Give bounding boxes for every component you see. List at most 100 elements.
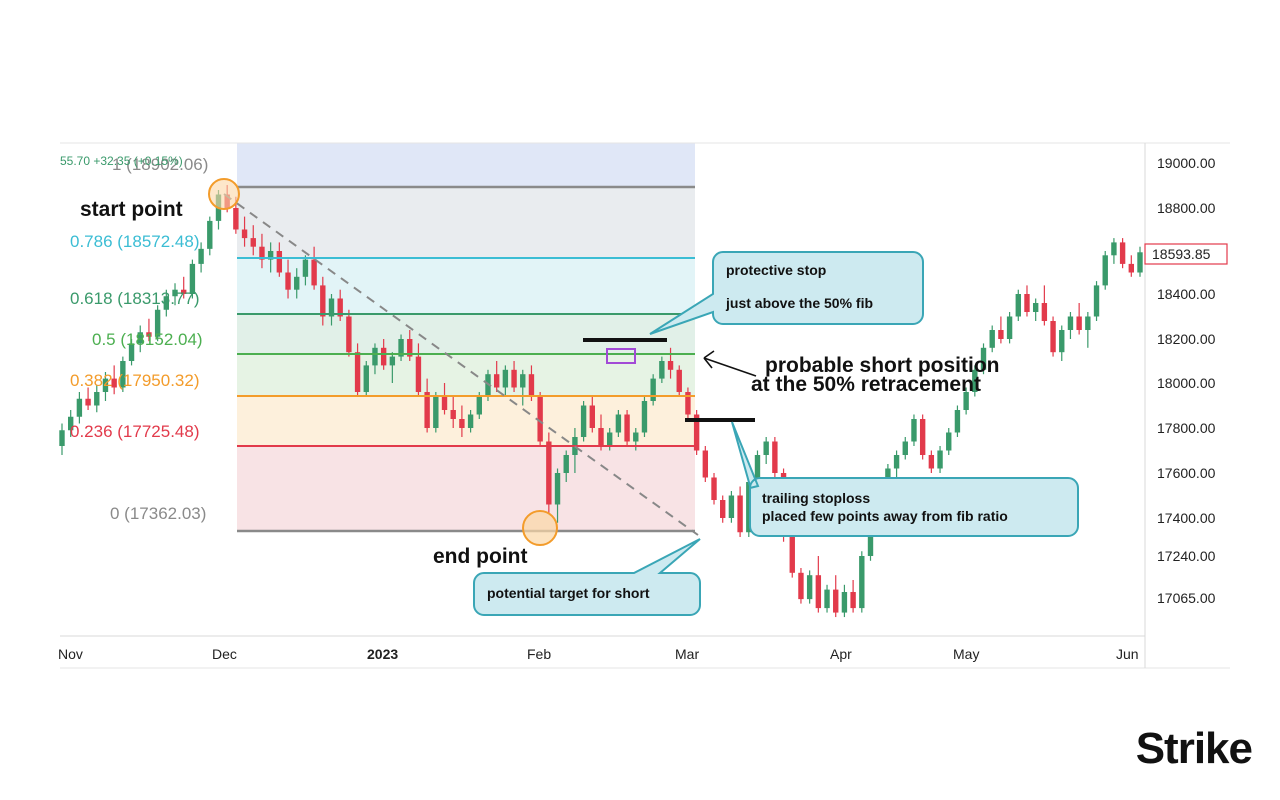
candle-body bbox=[485, 374, 491, 397]
protective-stop-callout bbox=[649, 251, 924, 335]
candle-body bbox=[250, 238, 256, 247]
fib-band bbox=[237, 446, 695, 531]
candle-body bbox=[520, 374, 526, 388]
candle-body bbox=[954, 410, 961, 433]
trailing-stop-text-1: trailing stoploss bbox=[762, 490, 870, 506]
candle-body bbox=[311, 259, 317, 286]
candle-body bbox=[76, 398, 83, 417]
candle-body bbox=[902, 441, 908, 455]
price-tick: 18000.00 bbox=[1157, 375, 1216, 391]
candle-body bbox=[893, 455, 900, 469]
candle-body bbox=[363, 365, 369, 392]
candle-body bbox=[294, 276, 300, 290]
candle-body bbox=[259, 246, 265, 260]
candle-body bbox=[1119, 242, 1126, 264]
candle-body bbox=[467, 414, 474, 428]
candle-body bbox=[867, 522, 874, 556]
candle-body bbox=[676, 369, 682, 392]
candle-body bbox=[137, 332, 143, 344]
candle-body bbox=[433, 396, 439, 428]
price-tick: 17240.00 bbox=[1157, 548, 1216, 564]
price-tick: 17600.00 bbox=[1157, 465, 1216, 481]
protective-stop-text-1: protective stop bbox=[726, 262, 826, 278]
candle-body bbox=[154, 309, 161, 337]
fib-label-0.5: 0.5 (18152.04) bbox=[92, 330, 203, 349]
candle-body bbox=[94, 392, 100, 406]
fib-label-0: 0 (17362.03) bbox=[110, 504, 206, 523]
fib-label-0.236: 0.236 (17725.48) bbox=[70, 422, 200, 441]
fib-label-0.618: 0.618 (18313.77) bbox=[70, 289, 200, 308]
candle-body bbox=[207, 220, 213, 249]
candle-body bbox=[172, 289, 178, 297]
candle-body bbox=[746, 482, 752, 533]
candle-body bbox=[1111, 242, 1117, 256]
candle-body bbox=[1085, 316, 1091, 330]
price-tick: 18400.00 bbox=[1157, 286, 1216, 302]
candle-body bbox=[928, 455, 935, 469]
candle-body bbox=[1137, 252, 1143, 273]
candle-body bbox=[1006, 316, 1013, 339]
candle-body bbox=[754, 455, 761, 482]
candle-body bbox=[841, 592, 848, 613]
price-tick: 18200.00 bbox=[1157, 331, 1216, 347]
candle-body bbox=[1015, 294, 1021, 317]
fib-band bbox=[237, 314, 695, 354]
candle-body bbox=[441, 396, 448, 410]
candle-body bbox=[589, 405, 596, 428]
candle-body bbox=[650, 378, 656, 401]
candle-body bbox=[850, 592, 856, 609]
candle-body bbox=[989, 330, 995, 348]
time-tick: Apr bbox=[830, 646, 852, 662]
candle-body bbox=[85, 398, 91, 406]
time-tick: Dec bbox=[212, 646, 237, 662]
end-point-label: end point bbox=[433, 545, 527, 568]
time-tick: 2023 bbox=[367, 646, 398, 662]
candle-body bbox=[772, 441, 778, 473]
candle-body bbox=[163, 296, 170, 310]
fib-label-0.382: 0.382 (17950.32) bbox=[70, 371, 200, 390]
start-point-marker bbox=[208, 178, 240, 210]
candle-body bbox=[711, 477, 717, 500]
candle-body bbox=[1128, 263, 1135, 273]
candle-body bbox=[1041, 303, 1048, 321]
target-callout bbox=[473, 538, 701, 616]
candle-body bbox=[476, 396, 482, 415]
candle-body bbox=[763, 441, 769, 455]
candle-body bbox=[641, 401, 648, 433]
candle-body bbox=[937, 450, 943, 469]
chart-grid bbox=[60, 142, 1230, 669]
candle-body bbox=[946, 432, 952, 451]
candle-body bbox=[1093, 285, 1100, 317]
candle-body bbox=[354, 352, 361, 392]
candle-body bbox=[302, 259, 309, 277]
candle-body bbox=[146, 332, 152, 337]
candle-body bbox=[1076, 316, 1082, 330]
candle-body bbox=[693, 414, 700, 451]
candle-body bbox=[563, 455, 569, 473]
price-tick: 17400.00 bbox=[1157, 510, 1216, 526]
candle-body bbox=[346, 316, 352, 353]
candle-body bbox=[667, 361, 674, 370]
fib-lines: 1 (18902.06) 0.786 (18572.48) 0.618 (18313… bbox=[70, 155, 695, 533]
price-tick: 17065.00 bbox=[1157, 590, 1216, 606]
candle-body bbox=[963, 392, 969, 410]
protective-stop-text-2: just above the 50% fib bbox=[725, 295, 873, 311]
time-tick: Feb bbox=[527, 646, 551, 662]
price-tick: 19000.00 bbox=[1157, 155, 1216, 171]
candle-body bbox=[450, 410, 456, 419]
short-entry-box bbox=[606, 348, 636, 364]
candle-body bbox=[598, 428, 604, 446]
candle-body bbox=[267, 251, 274, 260]
candle-body bbox=[833, 589, 839, 613]
fib-bands bbox=[237, 143, 695, 531]
candle-body bbox=[685, 392, 691, 415]
candle-body bbox=[815, 575, 822, 609]
candle-body bbox=[911, 419, 917, 442]
candle-body bbox=[1032, 303, 1039, 312]
last-price-badge bbox=[1144, 243, 1228, 265]
candle-body bbox=[407, 339, 413, 357]
candle-body bbox=[459, 419, 465, 428]
price-tick: 17800.00 bbox=[1157, 420, 1216, 436]
candle-body bbox=[493, 374, 500, 388]
trend-dashed-line bbox=[223, 193, 699, 536]
